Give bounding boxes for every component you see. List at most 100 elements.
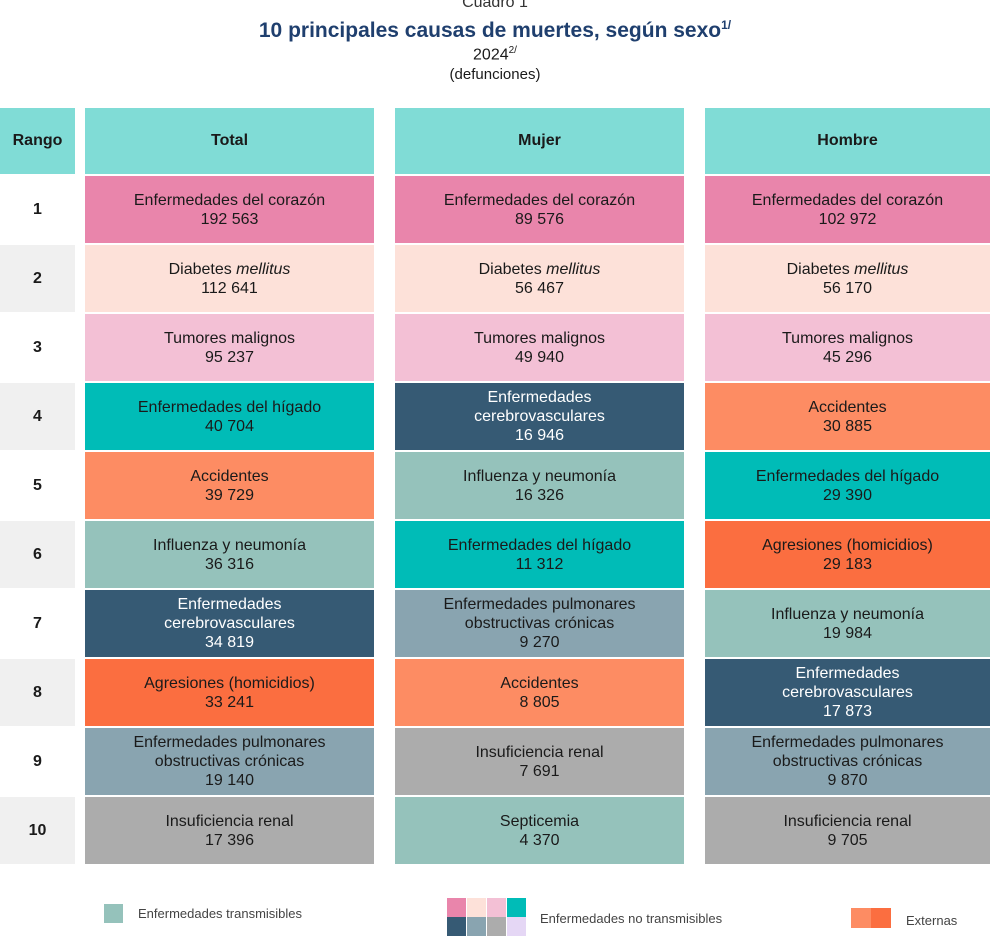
death-count: 45 296 [823, 348, 872, 366]
hombre-cause-cell: Enfermedades del hígado 29 390 [705, 452, 990, 519]
hombre-cause-cell: Enfermedades pulmonares obstructivas crón… [705, 728, 990, 795]
cause-name: Enfermedades del hígado [137, 398, 322, 416]
cause-name: cerebrovasculares [474, 408, 605, 425]
mujer-cause-cell: Accidentes 8 805 [395, 659, 684, 726]
cause-name: Enfermedades del corazón [443, 191, 636, 209]
cause-name: Enfermedades del corazón [751, 191, 944, 209]
death-count: 56 467 [515, 279, 564, 297]
table-label: Cuadro 1 [462, 0, 528, 11]
mujer-cause-cell: Enfermedades del corazón 89 576 [395, 176, 684, 243]
death-count: 19 140 [205, 772, 254, 789]
mujer-column: Mujer Enfermedades del corazón 89 576 Diab… [395, 108, 684, 864]
cause-name: Diabetes mellitus [478, 260, 601, 278]
death-count: 192 563 [200, 210, 259, 228]
cause-name: Influenza y neumonía [153, 536, 306, 554]
cause-name: Enfermedades del hígado [755, 467, 940, 485]
rank-cell: 3 [0, 314, 75, 381]
total-cause-cell: Tumores malignos 95 237 [85, 314, 374, 381]
mujer-cause-cell: Enfermedades del hígado 11 312 [395, 521, 684, 588]
hombre-cause-cell: Influenza y neumonía 19 984 [705, 590, 990, 657]
rank-cell: 1 [0, 176, 75, 243]
death-count: 19 984 [823, 624, 872, 642]
cause-name: Diabetes mellitus [786, 260, 909, 278]
total-cause-cell: Accidentes 39 729 [85, 452, 374, 519]
death-count: 8 805 [519, 693, 560, 711]
hombre-cause-cell: Agresiones (homicidios) 29 183 [705, 521, 990, 588]
legend-label-transmisibles: Enfermedades transmisibles [138, 906, 303, 921]
legend-swatch-block [467, 898, 486, 917]
cause-name: Tumores malignos [473, 329, 605, 347]
cause-name: cerebrovasculares [782, 684, 913, 701]
legend-swatch-block [467, 917, 486, 936]
cause-name: cerebrovasculares [164, 615, 295, 632]
legend-swatch-transmisibles [104, 904, 123, 923]
hombre-column: Hombre Enfermedades del corazón 102 972 Di… [705, 108, 990, 864]
cause-name: Accidentes [808, 398, 887, 416]
cause-name: Enfermedades [177, 596, 282, 613]
legend-label-externas: Externas [906, 913, 958, 928]
total-cause-cell: Enfermedades del hígado 40 704 [85, 383, 374, 450]
cause-name: Agresiones (homicidios) [762, 536, 933, 554]
death-count: 4 370 [519, 831, 560, 849]
total-cause-cell: Diabetes mellitus 112 641 [85, 245, 374, 312]
rank-header: Rango [0, 108, 75, 174]
total-cause-cell: Agresiones (homicidios) 33 241 [85, 659, 374, 726]
death-count: 16 946 [515, 427, 564, 444]
death-count: 9 705 [827, 831, 868, 849]
hombre-cause-cell: Diabetes mellitus 56 170 [705, 245, 990, 312]
cause-name: obstructivas crónicas [154, 753, 305, 770]
mujer-cause-cell: Influenza y neumonía 16 326 [395, 452, 684, 519]
cause-name: Agresiones (homicidios) [144, 674, 315, 692]
cause-name: Insuficiencia renal [783, 812, 912, 830]
death-count: 9 270 [519, 634, 560, 651]
cause-name: Influenza y neumonía [463, 467, 616, 485]
total-cause-cell: Enfermedades cerebrovasculares 34 819 [85, 590, 374, 657]
cause-name: Enfermedades pulmonares [751, 734, 944, 751]
rank-cell: 2 [0, 245, 75, 312]
cause-name: obstructivas crónicas [464, 615, 615, 632]
death-count: 34 819 [205, 634, 254, 651]
legend-swatch-block [487, 917, 506, 936]
legend-swatch-block [507, 898, 526, 917]
death-count: 7 691 [519, 762, 560, 780]
year-footnote-marker: 2/ [508, 45, 517, 56]
death-count: 89 576 [515, 210, 564, 228]
hombre-cause-cell: Insuficiencia renal 9 705 [705, 797, 990, 864]
mujer-cause-cell: Tumores malignos 49 940 [395, 314, 684, 381]
table-unit: (defunciones) [449, 66, 541, 83]
rank-cell: 9 [0, 728, 75, 795]
death-count: 33 241 [205, 693, 254, 711]
death-count: 112 641 [201, 279, 258, 297]
legend-swatch-block [507, 917, 526, 936]
death-count: 49 940 [515, 348, 564, 366]
cause-name: Tumores malignos [781, 329, 913, 347]
legend-swatch-block [447, 917, 466, 936]
death-count: 17 396 [205, 831, 254, 849]
death-count: 36 316 [205, 555, 254, 573]
cause-name: Tumores malignos [163, 329, 295, 347]
cause-name: Accidentes [190, 467, 269, 485]
mujer-cause-cell: Insuficiencia renal 7 691 [395, 728, 684, 795]
mujer-cause-cell: Diabetes mellitus 56 467 [395, 245, 684, 312]
death-count: 29 390 [823, 486, 872, 504]
cause-name: Enfermedades pulmonares [133, 734, 326, 751]
death-count: 40 704 [205, 417, 254, 435]
cause-name: obstructivas crónicas [772, 753, 923, 770]
total-cause-cell: Insuficiencia renal 17 396 [85, 797, 374, 864]
death-count: 39 729 [205, 486, 254, 504]
death-count: 29 183 [823, 555, 872, 573]
death-count: 9 870 [827, 772, 868, 789]
hombre-cause-cell: Enfermedades cerebrovasculares 17 873 [705, 659, 990, 726]
rank-cell: 5 [0, 452, 75, 519]
hombre-cause-cell: Accidentes 30 885 [705, 383, 990, 450]
hombre-cause-cell: Tumores malignos 45 296 [705, 314, 990, 381]
total-column: Total Enfermedades del corazón 192 563 Dia… [85, 108, 374, 864]
cause-name: Enfermedades [795, 665, 900, 682]
legend-swatch-externas [851, 908, 891, 928]
table-title: 10 principales causas de muertes, según … [258, 18, 732, 42]
legend-swatch-block [447, 898, 466, 917]
rank-column: Rango 1 2 3 4 5 6 7 8 9 10 [0, 108, 75, 864]
death-count: 30 885 [823, 417, 872, 435]
death-count: 17 873 [823, 703, 872, 720]
cause-name: Enfermedades del hígado [447, 536, 632, 554]
